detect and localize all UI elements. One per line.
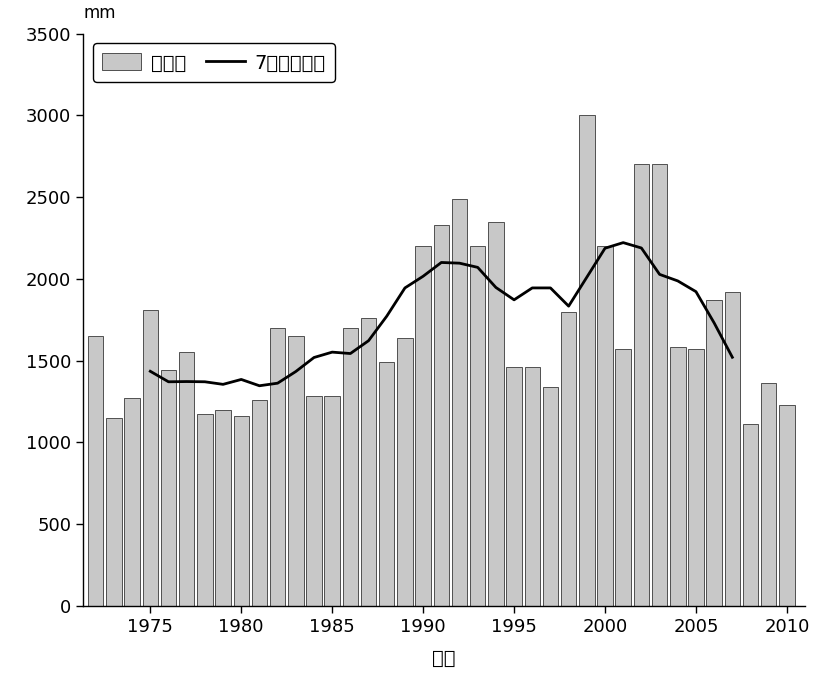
Bar — [325, 396, 340, 606]
Bar — [779, 404, 794, 606]
Bar — [452, 199, 467, 606]
Bar — [633, 164, 649, 606]
Bar — [233, 416, 249, 606]
Bar — [725, 292, 740, 606]
Bar — [198, 415, 212, 606]
Bar — [88, 336, 104, 606]
Bar — [106, 418, 122, 606]
Bar — [670, 347, 686, 606]
Bar — [561, 312, 576, 606]
Bar — [652, 164, 667, 606]
Bar — [379, 362, 394, 606]
Bar — [251, 400, 267, 606]
Bar — [361, 318, 376, 606]
Bar — [743, 424, 759, 606]
Bar — [688, 349, 704, 606]
Bar — [525, 367, 540, 606]
Bar — [488, 221, 504, 606]
Bar — [433, 225, 449, 606]
Bar — [761, 384, 776, 606]
Bar — [706, 300, 722, 606]
Bar — [579, 115, 594, 606]
Bar — [506, 367, 522, 606]
Bar — [616, 349, 631, 606]
Text: mm: mm — [83, 4, 115, 22]
Bar — [543, 387, 559, 606]
Bar — [270, 328, 286, 606]
Bar — [415, 246, 431, 606]
Bar — [143, 310, 158, 606]
X-axis label: 연도: 연도 — [432, 649, 456, 668]
Bar — [179, 353, 194, 606]
Bar — [288, 336, 304, 606]
Bar — [343, 328, 358, 606]
Bar — [161, 370, 176, 606]
Bar — [215, 410, 231, 606]
Legend: 강수량, 7년이동평균: 강수량, 7년이동평균 — [93, 43, 335, 82]
Bar — [470, 246, 486, 606]
Bar — [598, 246, 613, 606]
Bar — [306, 396, 322, 606]
Bar — [124, 398, 139, 606]
Bar — [398, 338, 413, 606]
